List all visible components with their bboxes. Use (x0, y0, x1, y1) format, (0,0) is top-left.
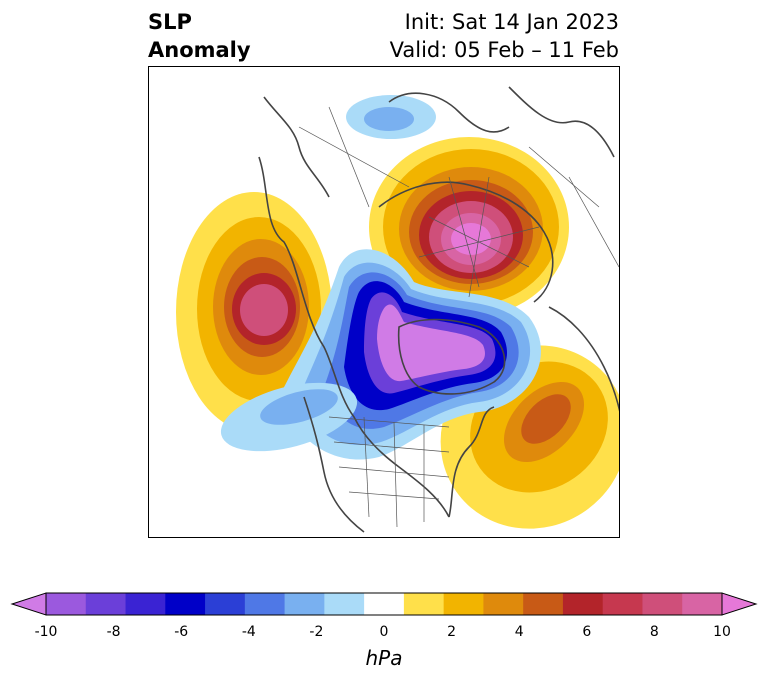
colorbar-bin (244, 593, 286, 615)
positive-anomaly-pacific (176, 192, 332, 432)
title-line-2: Anomaly (148, 38, 251, 62)
colorbar (0, 585, 768, 625)
colorbar-tick-label: 6 (582, 624, 592, 640)
colorbar-bin (165, 593, 206, 615)
map-title: SLP Anomaly (148, 8, 251, 64)
colorbar-bin (682, 593, 723, 615)
colorbar-bin (403, 593, 445, 615)
colorbar-extend-low (10, 592, 47, 616)
colorbar-tick-label: 2 (447, 624, 457, 640)
map-dates: Init: Sat 14 Jan 2023 Valid: 05 Feb – 11… (390, 8, 619, 64)
colorbar-tick-label: -6 (174, 624, 189, 640)
colorbar-unit: hPa (365, 646, 403, 670)
borders (298, 106, 619, 528)
colorbar-bin (602, 593, 643, 615)
colorbar-bin (324, 593, 365, 615)
positive-anomaly-siberia (369, 137, 569, 317)
colorbar-tick-label: -10 (34, 624, 58, 640)
colorbar-tick-label: 0 (379, 624, 389, 640)
colorbar-frame (45, 592, 723, 616)
negative-anomaly-europe (346, 95, 436, 139)
colorbar-ticks: -10 -8 -6 -4 -2 0 2 4 6 8 10 (0, 624, 768, 646)
init-date: Init: Sat 14 Jan 2023 (404, 10, 619, 34)
colorbar-tick-label: 8 (649, 624, 659, 640)
colorbar-bin (443, 593, 484, 615)
colorbar-tick-label: -8 (106, 624, 121, 640)
colorbar-tick-label: 10 (713, 624, 731, 640)
colorbar-svg (10, 592, 758, 616)
colorbar-tick-label: 4 (514, 624, 524, 640)
negative-anomaly-arctic (279, 249, 541, 460)
colorbar-tick-label: -4 (241, 624, 256, 640)
colorbar-bin (205, 593, 246, 615)
colorbar-bin (46, 593, 87, 615)
map-canvas (176, 86, 619, 533)
negative-anomaly-pacific-south (220, 382, 358, 452)
colorbar-extend-high (721, 592, 758, 616)
colorbar-tick-label: -2 (309, 624, 324, 640)
colorbar-bin (523, 593, 564, 615)
coastlines (258, 86, 619, 533)
colorbar-bin (562, 593, 604, 615)
colorbar-bin (364, 593, 405, 615)
valid-range: Valid: 05 Feb – 11 Feb (389, 38, 619, 62)
colorbar-bin (642, 593, 683, 615)
slp-anomaly-map (148, 66, 620, 538)
colorbar-bin (85, 593, 127, 615)
title-line-1: SLP (148, 10, 192, 34)
colorbar-bin (125, 593, 166, 615)
colorbar-bin (284, 593, 325, 615)
colorbar-bin (483, 593, 524, 615)
